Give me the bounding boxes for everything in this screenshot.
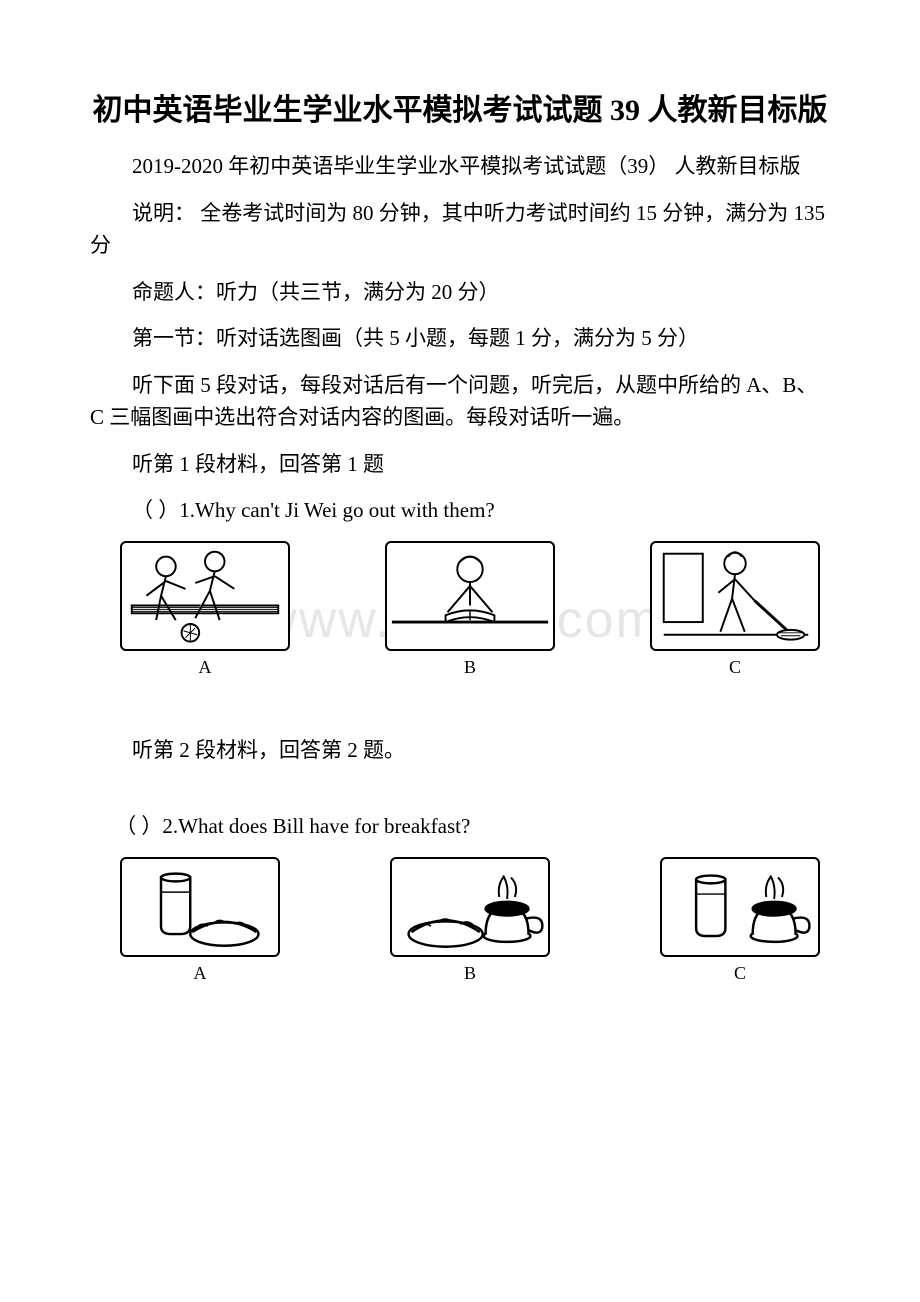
para-subtitle: 2019-2020 年初中英语毕业生学业水平模拟考试试题（39） 人教新目标版 xyxy=(90,150,830,183)
figure-row-1: A B xyxy=(90,541,830,678)
figure-2C-label: C xyxy=(660,963,820,984)
figure-1B: B xyxy=(385,541,555,678)
figure-2B-box xyxy=(390,857,550,957)
figure-1B-svg xyxy=(387,542,553,649)
para-instructions: 说明： 全卷考试时间为 80 分钟，其中听力考试时间约 15 分钟，满分为 13… xyxy=(90,197,830,262)
question-1: （ ）1.Why can't Ji Wei go out with them? xyxy=(90,494,830,527)
para-material2: 听第 2 段材料，回答第 2 题。 xyxy=(90,734,830,767)
figure-2A-svg xyxy=(122,858,278,956)
figure-1A: A xyxy=(120,541,290,678)
figure-1C: C xyxy=(650,541,820,678)
figure-1A-svg xyxy=(122,542,288,649)
para-directions: 听下面 5 段对话，每段对话后有一个问题，听完后，从题中所给的 A、B、C 三幅… xyxy=(90,369,830,434)
figure-2A-label: A xyxy=(120,963,280,984)
para-author: 命题人：听力（共三节，满分为 20 分） xyxy=(90,276,830,309)
figure-1C-box xyxy=(650,541,820,651)
page-title: 初中英语毕业生学业水平模拟考试试题 39 人教新目标版 xyxy=(90,90,830,132)
page-content: 初中英语毕业生学业水平模拟考试试题 39 人教新目标版 2019-2020 年初… xyxy=(90,90,830,984)
figure-2A-box xyxy=(120,857,280,957)
question-2: （ ）2.What does Bill have for breakfast? xyxy=(90,810,830,843)
figure-1B-label: B xyxy=(385,657,555,678)
figure-2B-label: B xyxy=(390,963,550,984)
figure-1A-box xyxy=(120,541,290,651)
figure-2A: A xyxy=(120,857,280,984)
figure-2C-box xyxy=(660,857,820,957)
figure-2B: B xyxy=(390,857,550,984)
figure-1A-label: A xyxy=(120,657,290,678)
para-section1: 第一节：听对话选图画（共 5 小题，每题 1 分，满分为 5 分） xyxy=(90,322,830,355)
figure-2C-svg xyxy=(662,858,818,956)
figure-row-2: A B xyxy=(90,857,830,984)
figure-2C: C xyxy=(660,857,820,984)
figure-1B-box xyxy=(385,541,555,651)
para-material1: 听第 1 段材料，回答第 1 题 xyxy=(90,448,830,481)
figure-2B-svg xyxy=(392,858,548,956)
figure-1C-label: C xyxy=(650,657,820,678)
figure-1C-svg xyxy=(652,542,818,649)
